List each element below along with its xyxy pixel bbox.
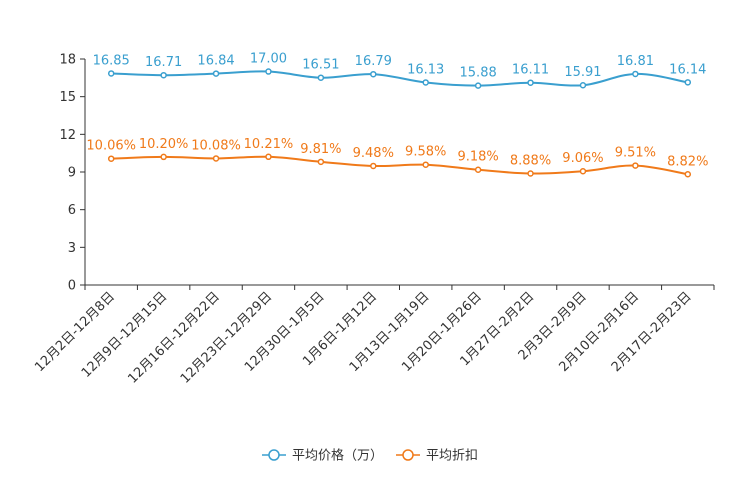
data-label: 16.11 — [512, 63, 549, 78]
data-label: 9.81% — [300, 142, 341, 157]
data-label: 9.06% — [562, 151, 603, 166]
data-point[interactable] — [265, 68, 272, 75]
data-label: 16.85 — [93, 53, 130, 68]
data-label: 10.06% — [86, 139, 136, 154]
data-point[interactable] — [474, 82, 482, 89]
data-point[interactable] — [579, 81, 587, 89]
y-tick-label: 6 — [68, 203, 76, 218]
series-line — [111, 70, 688, 87]
data-point[interactable] — [684, 171, 692, 178]
data-label: 16.71 — [145, 55, 182, 70]
data-point[interactable] — [317, 74, 325, 81]
data-point[interactable] — [527, 79, 534, 86]
x-tick-label: 12月23日-12月29日 — [178, 289, 275, 386]
data-point[interactable] — [370, 162, 377, 170]
data-point[interactable] — [107, 70, 115, 77]
data-point[interactable] — [632, 162, 639, 169]
data-label: 8.82% — [667, 154, 708, 169]
legend-marker-icon — [402, 449, 414, 461]
data-point[interactable] — [160, 71, 167, 79]
data-point[interactable] — [474, 166, 482, 173]
y-tick-label: 15 — [59, 90, 76, 105]
y-tick-label: 12 — [59, 128, 76, 143]
data-label: 16.13 — [407, 62, 444, 77]
data-point[interactable] — [422, 161, 429, 168]
legend-item-1[interactable]: 平均折扣 — [396, 449, 478, 464]
data-point[interactable] — [212, 155, 220, 162]
data-point[interactable] — [265, 153, 272, 161]
data-point[interactable] — [632, 70, 639, 78]
data-point[interactable] — [107, 155, 115, 162]
data-point[interactable] — [160, 153, 167, 161]
legend-item-0[interactable]: 平均价格（万） — [262, 448, 383, 464]
data-label: 9.48% — [353, 146, 394, 161]
legend-label: 平均价格（万） — [292, 448, 383, 464]
data-point[interactable] — [370, 70, 377, 78]
data-label: 10.21% — [244, 137, 294, 152]
series-1: 10.06% 10.20% 10.08% 10.21% 9.81% 9.48% 9.58% 9… — [86, 137, 708, 178]
series-line — [111, 155, 688, 176]
data-point[interactable] — [527, 170, 534, 177]
data-label: 16.14 — [669, 62, 706, 77]
data-label: 16.84 — [197, 54, 234, 69]
data-label: 16.79 — [355, 54, 392, 69]
data-label: 9.58% — [405, 145, 446, 160]
data-point[interactable] — [579, 167, 587, 175]
legend-label: 平均折扣 — [426, 449, 478, 464]
data-label: 10.08% — [191, 138, 241, 153]
series-0: 16.85 16.71 16.84 17.00 16.51 16.79 16.13 15.88… — [93, 52, 706, 89]
data-label: 15.88 — [460, 66, 497, 81]
data-point[interactable] — [684, 79, 692, 86]
data-label: 16.51 — [302, 58, 339, 73]
y-tick-label: 0 — [68, 279, 76, 294]
axes: 036912151812月2日-12月8日12月9日-12月15日12月16日-… — [32, 53, 715, 387]
y-tick-label: 18 — [59, 53, 76, 68]
y-tick-label: 9 — [68, 166, 76, 181]
legend[interactable]: 平均价格（万） 平均折扣 — [262, 448, 478, 464]
data-point[interactable] — [422, 79, 429, 86]
data-label: 10.20% — [139, 137, 189, 152]
data-label: 15.91 — [564, 65, 601, 80]
data-label: 9.51% — [615, 146, 656, 161]
data-label: 8.88% — [510, 154, 551, 169]
data-label: 16.81 — [617, 54, 654, 69]
y-tick-label: 3 — [68, 241, 76, 256]
data-label: 9.18% — [457, 150, 498, 165]
data-label: 17.00 — [250, 52, 287, 67]
data-point[interactable] — [317, 158, 325, 166]
x-tick-label: 12月16日-12月22日 — [125, 289, 222, 386]
data-point[interactable] — [212, 70, 220, 77]
series-layer: 16.85 16.71 16.84 17.00 16.51 16.79 16.13 15.88… — [86, 52, 708, 178]
legend-marker-icon — [268, 449, 280, 461]
